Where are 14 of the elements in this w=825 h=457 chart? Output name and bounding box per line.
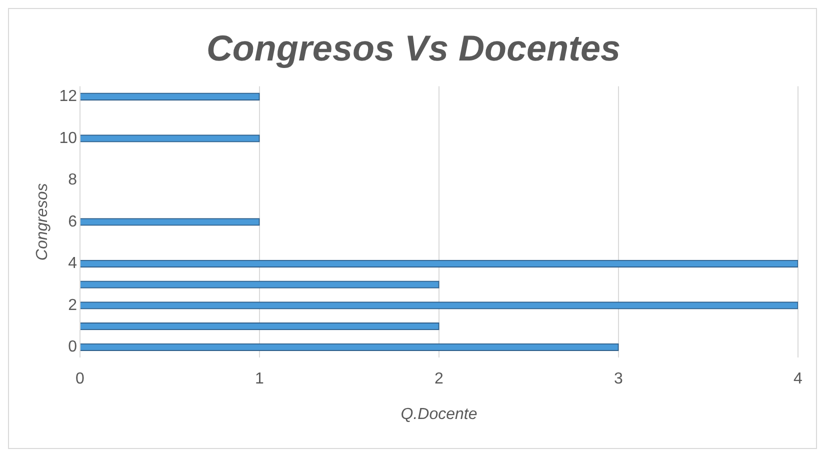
y-tick-label: 8	[68, 172, 78, 189]
x-tick-label: 4	[794, 370, 803, 388]
x-axis-title: Q.Docente	[400, 406, 478, 423]
chart-title: Congresos Vs Docentes	[206, 28, 621, 69]
y-tick-label: 2	[68, 296, 78, 314]
x-tick-label: 2	[434, 370, 444, 388]
x-tick-label: 1	[255, 370, 264, 388]
y-tick-label: 0	[68, 338, 78, 356]
y-tick-label: 12	[59, 88, 78, 106]
y-axis-title: Congresos	[34, 183, 52, 261]
x-tick-label: 3	[614, 370, 624, 388]
y-tick-label: 6	[68, 213, 78, 230]
y-tick-label: 4	[68, 255, 78, 272]
y-tick-label: 10	[59, 130, 78, 147]
